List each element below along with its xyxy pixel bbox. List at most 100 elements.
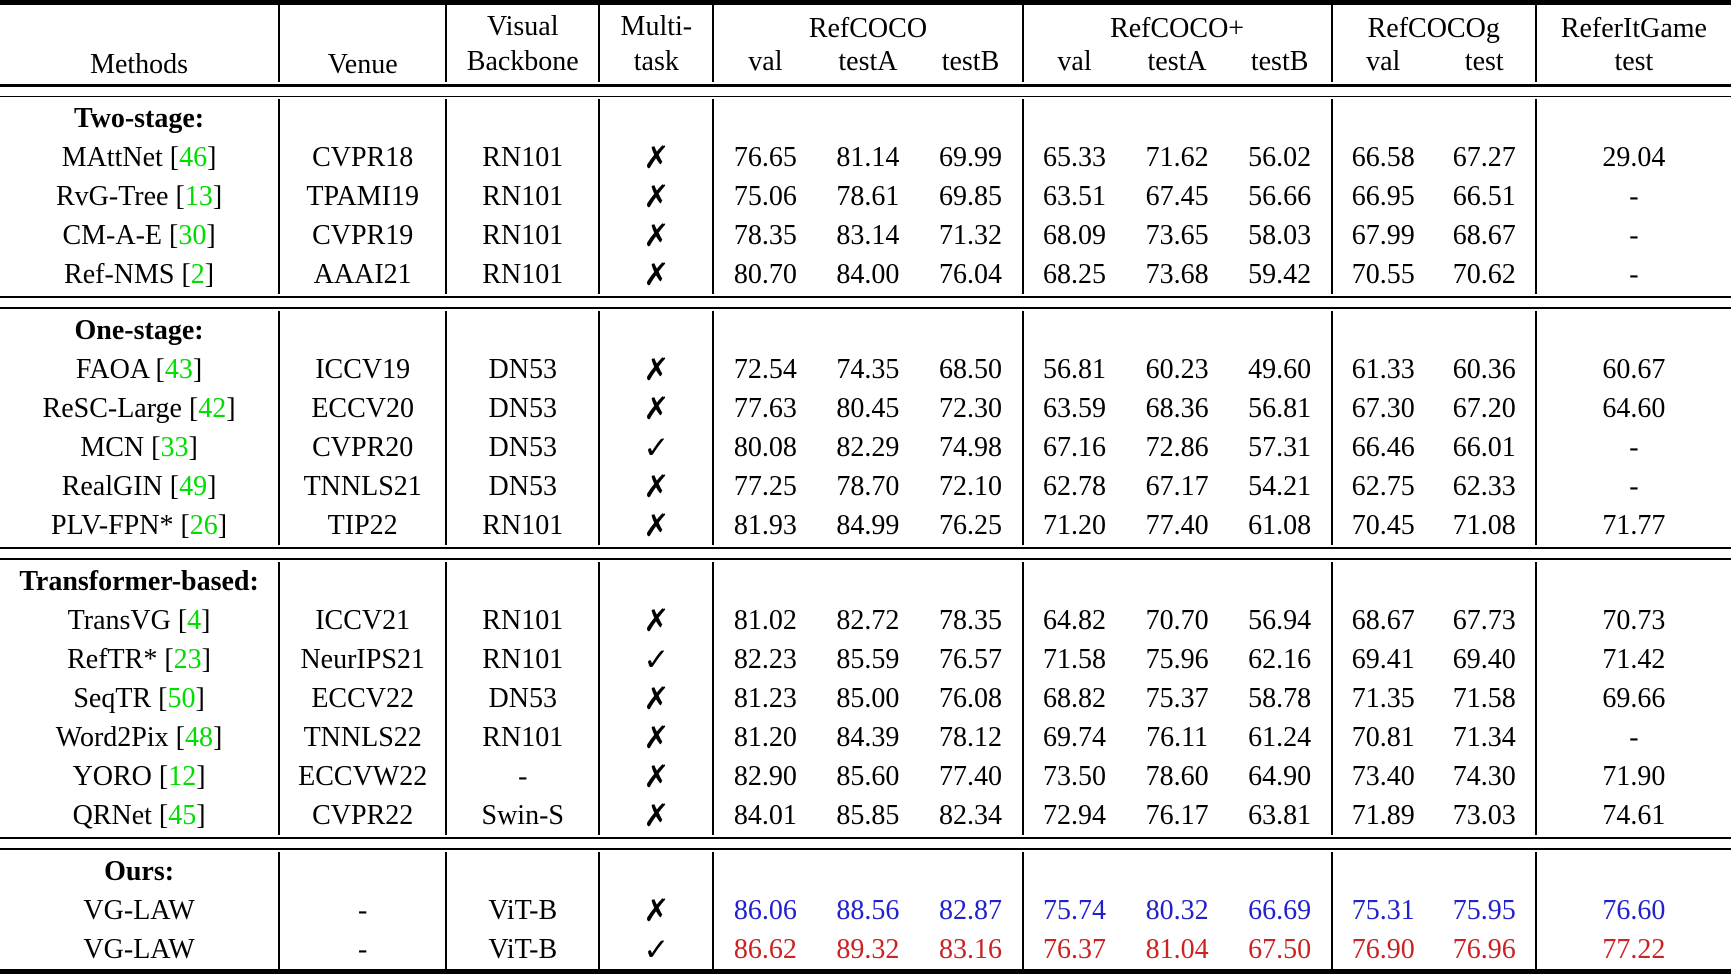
score-cell: 59.42 <box>1248 258 1312 290</box>
header-refcoco-plus-testb: testB <box>1250 46 1309 77</box>
score-cell: 82.72 <box>836 604 900 636</box>
empty-cell <box>1434 562 1536 601</box>
empty-cell <box>919 562 1022 601</box>
multitask-cross-icon: ✗ <box>598 138 714 177</box>
score-cell: 76.96 <box>1452 933 1516 965</box>
score-cell: 66.01 <box>1452 431 1516 463</box>
empty-cell <box>1021 99 1126 138</box>
citation-number: 13 <box>184 180 213 212</box>
score-cell: 66.58 <box>1330 138 1434 177</box>
method-cell: YORO [12] <box>72 760 206 792</box>
table-row: PLV-FPN* [26] TIP22 RN101 ✗ 81.93 84.99 76.25 7… <box>0 506 1731 545</box>
score-cell: 71.20 <box>1021 506 1126 545</box>
empty-cell <box>1534 562 1731 601</box>
score-cell: 70.62 <box>1452 258 1516 290</box>
empty-cell <box>1021 852 1126 891</box>
method-cell: VG-LAW <box>0 930 279 972</box>
backbone-cell: RN101 <box>445 216 600 255</box>
backbone-cell: DN53 <box>445 428 600 467</box>
score-cell: 83.16 <box>938 933 1002 965</box>
score-cell: 77.40 <box>1145 509 1209 541</box>
score-cell: - <box>1534 255 1731 294</box>
score-cell: 72.86 <box>1145 431 1209 463</box>
score-cell: 65.33 <box>1021 138 1126 177</box>
multitask-cross-icon: ✗ <box>598 506 714 545</box>
venue-cell: CVPR22 <box>278 796 447 835</box>
score-cell: 71.32 <box>938 219 1002 251</box>
empty-cell <box>1330 852 1434 891</box>
score-cell: 85.00 <box>836 682 900 714</box>
citation-number: 26 <box>189 509 218 541</box>
score-cell: 82.87 <box>938 894 1002 926</box>
score-cell: 63.51 <box>1021 177 1126 216</box>
method-name: ReSC-Large <box>42 392 182 424</box>
score-cell: 82.34 <box>938 799 1002 831</box>
empty-cell <box>1229 311 1332 350</box>
score-cell: 77.22 <box>1534 930 1731 972</box>
method-cell: RefTR* [23] <box>67 643 211 675</box>
score-cell: 76.57 <box>938 643 1002 675</box>
multitask-check-icon: ✓ <box>598 428 714 467</box>
score-cell: 67.50 <box>1248 933 1312 965</box>
table-row: FAOA [43] ICCV19 DN53 ✗ 72.54 74.35 68.50 56.81… <box>0 350 1731 389</box>
table-row: TransVG [4] ICCV21 RN101 ✗ 81.02 82.72 78.35 64… <box>0 601 1731 640</box>
table-row: VG-LAW - ViT-B ✗ 86.06 88.56 82.87 75.74 80.32 66… <box>0 891 1731 930</box>
score-cell: 63.81 <box>1248 799 1312 831</box>
citation-number: 42 <box>198 392 227 424</box>
header-refcoco-val: val <box>712 46 817 82</box>
score-cell: 56.02 <box>1248 141 1312 173</box>
section-label: Ours: <box>104 855 175 887</box>
backbone-cell: - <box>445 757 600 796</box>
method-name: MAttNet <box>61 141 163 173</box>
backbone-cell: ViT-B <box>445 930 600 972</box>
score-cell: 73.03 <box>1452 799 1516 831</box>
method-name: QRNet <box>72 799 152 831</box>
section-label-row: Ours: <box>0 852 1731 891</box>
score-cell: 71.90 <box>1534 757 1731 796</box>
score-cell: 64.82 <box>1021 601 1126 640</box>
score-cell: 69.74 <box>1021 718 1126 757</box>
header-methods: Methods <box>90 49 189 80</box>
venue-cell: ICCV19 <box>278 350 447 389</box>
score-cell: 78.35 <box>938 604 1002 636</box>
score-cell: 58.78 <box>1248 682 1312 714</box>
score-cell: 67.20 <box>1452 392 1516 424</box>
empty-cell <box>1434 311 1536 350</box>
score-cell: 57.31 <box>1248 431 1312 463</box>
score-cell: 69.41 <box>1330 640 1434 679</box>
table-header: Methods Venue Visual Backbone Multi-task … <box>0 2 1731 82</box>
table-row: QRNet [45] CVPR22 Swin-S ✗ 84.01 85.85 82.34 72… <box>0 796 1731 835</box>
empty-cell <box>598 852 714 891</box>
empty-cell <box>445 852 600 891</box>
score-cell: 84.99 <box>836 509 900 541</box>
citation-number: 45 <box>168 799 197 831</box>
empty-cell <box>598 562 714 601</box>
score-cell: 89.32 <box>836 933 900 965</box>
method-name: TransVG <box>67 604 171 636</box>
backbone-cell: DN53 <box>445 350 600 389</box>
score-cell: 70.73 <box>1534 601 1731 640</box>
score-cell: 62.75 <box>1330 467 1434 506</box>
venue-cell: ECCV20 <box>278 389 447 428</box>
score-cell: 64.90 <box>1248 760 1312 792</box>
score-cell: 72.94 <box>1021 796 1126 835</box>
score-cell: 73.68 <box>1145 258 1209 290</box>
score-cell: 80.45 <box>836 392 900 424</box>
section-separator <box>0 835 1731 852</box>
method-name: PLV-FPN* <box>51 509 174 541</box>
score-cell: 63.59 <box>1021 389 1126 428</box>
method-cell: CM-A-E [30] <box>62 219 216 251</box>
section-separator <box>0 545 1731 562</box>
score-cell: 49.60 <box>1248 353 1312 385</box>
score-cell: 76.60 <box>1534 891 1731 930</box>
method-name: FAOA <box>75 353 149 385</box>
backbone-cell: RN101 <box>445 506 600 545</box>
score-cell: 72.30 <box>938 392 1002 424</box>
score-cell: - <box>1534 718 1731 757</box>
multitask-cross-icon: ✗ <box>598 796 714 835</box>
score-cell: 56.81 <box>1021 350 1126 389</box>
empty-cell <box>278 311 447 350</box>
citation-number: 48 <box>185 721 213 753</box>
venue-cell: TNNLS22 <box>278 718 447 757</box>
method-name: Word2Pix <box>55 721 169 753</box>
